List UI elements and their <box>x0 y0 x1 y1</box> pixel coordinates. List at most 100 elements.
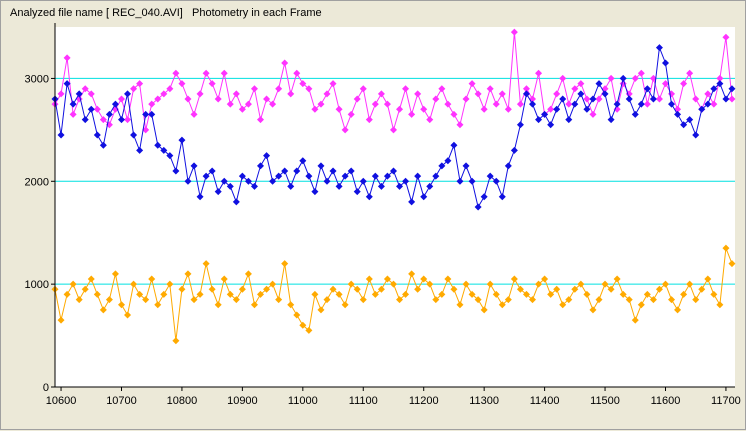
series-2-point-94 <box>619 290 627 298</box>
series-1-point-91 <box>601 90 609 98</box>
series-1-point-81 <box>541 110 549 118</box>
series-1-point-31 <box>238 172 246 180</box>
series-0-point-88 <box>583 95 591 103</box>
series-0-point-101 <box>661 80 669 88</box>
series-1-point-35 <box>263 152 271 160</box>
series-0-point-41 <box>299 80 307 88</box>
series-1-point-52 <box>365 193 373 201</box>
series-1-point-30 <box>232 198 240 206</box>
series-1-point-6 <box>87 105 95 113</box>
series-0-point-106 <box>692 95 700 103</box>
series-0-point-109 <box>710 100 718 108</box>
series-0-point-110 <box>716 74 724 82</box>
series-1-point-106 <box>692 131 700 139</box>
series-2-point-62 <box>426 280 434 288</box>
series-1-point-62 <box>426 182 434 190</box>
series-0-point-38 <box>281 59 289 67</box>
series-0-point-15 <box>142 126 150 134</box>
series-1-point-111 <box>722 95 730 103</box>
series-1-point-67 <box>456 177 464 185</box>
series-2-point-81 <box>541 275 549 283</box>
series-2-point-51 <box>359 296 367 304</box>
series-1-point-40 <box>293 167 301 175</box>
x-tick-label-1: 10700 <box>106 395 137 407</box>
series-1-point-94 <box>619 74 627 82</box>
series-1-point-61 <box>420 193 428 201</box>
series-2-point-8 <box>99 306 107 314</box>
series-2-point-3 <box>69 280 77 288</box>
series-0-point-75 <box>504 105 512 113</box>
series-2-point-104 <box>680 290 688 298</box>
series-0-point-18 <box>160 90 168 98</box>
series-1-point-48 <box>341 172 349 180</box>
series-0-point-62 <box>426 116 434 124</box>
series-1-point-90 <box>595 80 603 88</box>
series-1-point-104 <box>680 121 688 129</box>
series-2-point-110 <box>716 301 724 309</box>
series-2-point-52 <box>365 275 373 283</box>
series-1-point-78 <box>522 90 530 98</box>
series-2-point-26 <box>208 285 216 293</box>
x-tick-label-7: 11300 <box>469 395 499 407</box>
series-1-point-33 <box>250 182 258 190</box>
series-0-point-85 <box>565 100 573 108</box>
series-2-point-31 <box>238 285 246 293</box>
series-2-point-67 <box>456 301 464 309</box>
series-1-point-49 <box>347 167 355 175</box>
series-2-point-74 <box>498 301 506 309</box>
series-2-point-58 <box>402 290 410 298</box>
series-1-point-80 <box>535 116 543 124</box>
x-tick-label-8: 11400 <box>530 395 560 407</box>
series-1-point-14 <box>136 146 144 154</box>
series-2-point-97 <box>637 301 645 309</box>
series-1-point-64 <box>438 162 446 170</box>
series-1-point-65 <box>444 157 452 165</box>
series-1-point-19 <box>166 152 174 160</box>
series-2-point-37 <box>275 296 283 304</box>
series-1-point-16 <box>148 110 156 118</box>
series-1-point-102 <box>668 100 676 108</box>
series-2-point-10 <box>111 270 119 278</box>
series-2-point-33 <box>250 301 258 309</box>
x-tick-label-5: 11100 <box>349 395 378 407</box>
series-2-point-29 <box>226 290 234 298</box>
series-1-point-24 <box>196 193 204 201</box>
series-2-point-101 <box>661 280 669 288</box>
series-2-point-112 <box>728 260 736 268</box>
series-2-point-42 <box>305 326 313 334</box>
series-0-point-71 <box>480 105 488 113</box>
series-1-point-66 <box>450 141 458 149</box>
series-2-point-7 <box>93 290 101 298</box>
series-0-point-97 <box>637 69 645 77</box>
series-1-point-54 <box>377 182 385 190</box>
series-2-point-92 <box>607 285 615 293</box>
series-0-point-82 <box>547 105 555 113</box>
series-1-point-69 <box>468 177 476 185</box>
series-2-point-18 <box>160 290 168 298</box>
series-2-point-30 <box>232 296 240 304</box>
series-0-point-21 <box>178 80 186 88</box>
series-1-point-12 <box>124 90 132 98</box>
series-1-point-97 <box>637 100 645 108</box>
series-2-point-107 <box>698 285 706 293</box>
series-2-point-82 <box>547 290 555 298</box>
series-2-point-69 <box>468 290 476 298</box>
series-0-point-87 <box>577 80 585 88</box>
series-layer <box>51 28 736 345</box>
series-1-point-58 <box>402 177 410 185</box>
series-2-point-38 <box>281 260 289 268</box>
series-0-point-104 <box>680 80 688 88</box>
series-1-point-110 <box>716 80 724 88</box>
series-0-point-59 <box>408 110 416 118</box>
series-2-point-34 <box>257 290 265 298</box>
series-1-point-84 <box>559 95 567 103</box>
series-1-point-71 <box>480 193 488 201</box>
series-0-point-68 <box>462 95 470 103</box>
series-1-point-45 <box>323 177 331 185</box>
series-1-point-103 <box>674 110 682 118</box>
series-0-point-61 <box>420 105 428 113</box>
series-0-point-3 <box>69 110 77 118</box>
series-1-point-25 <box>202 172 210 180</box>
series-0-point-49 <box>347 110 355 118</box>
series-1-point-87 <box>577 90 585 98</box>
